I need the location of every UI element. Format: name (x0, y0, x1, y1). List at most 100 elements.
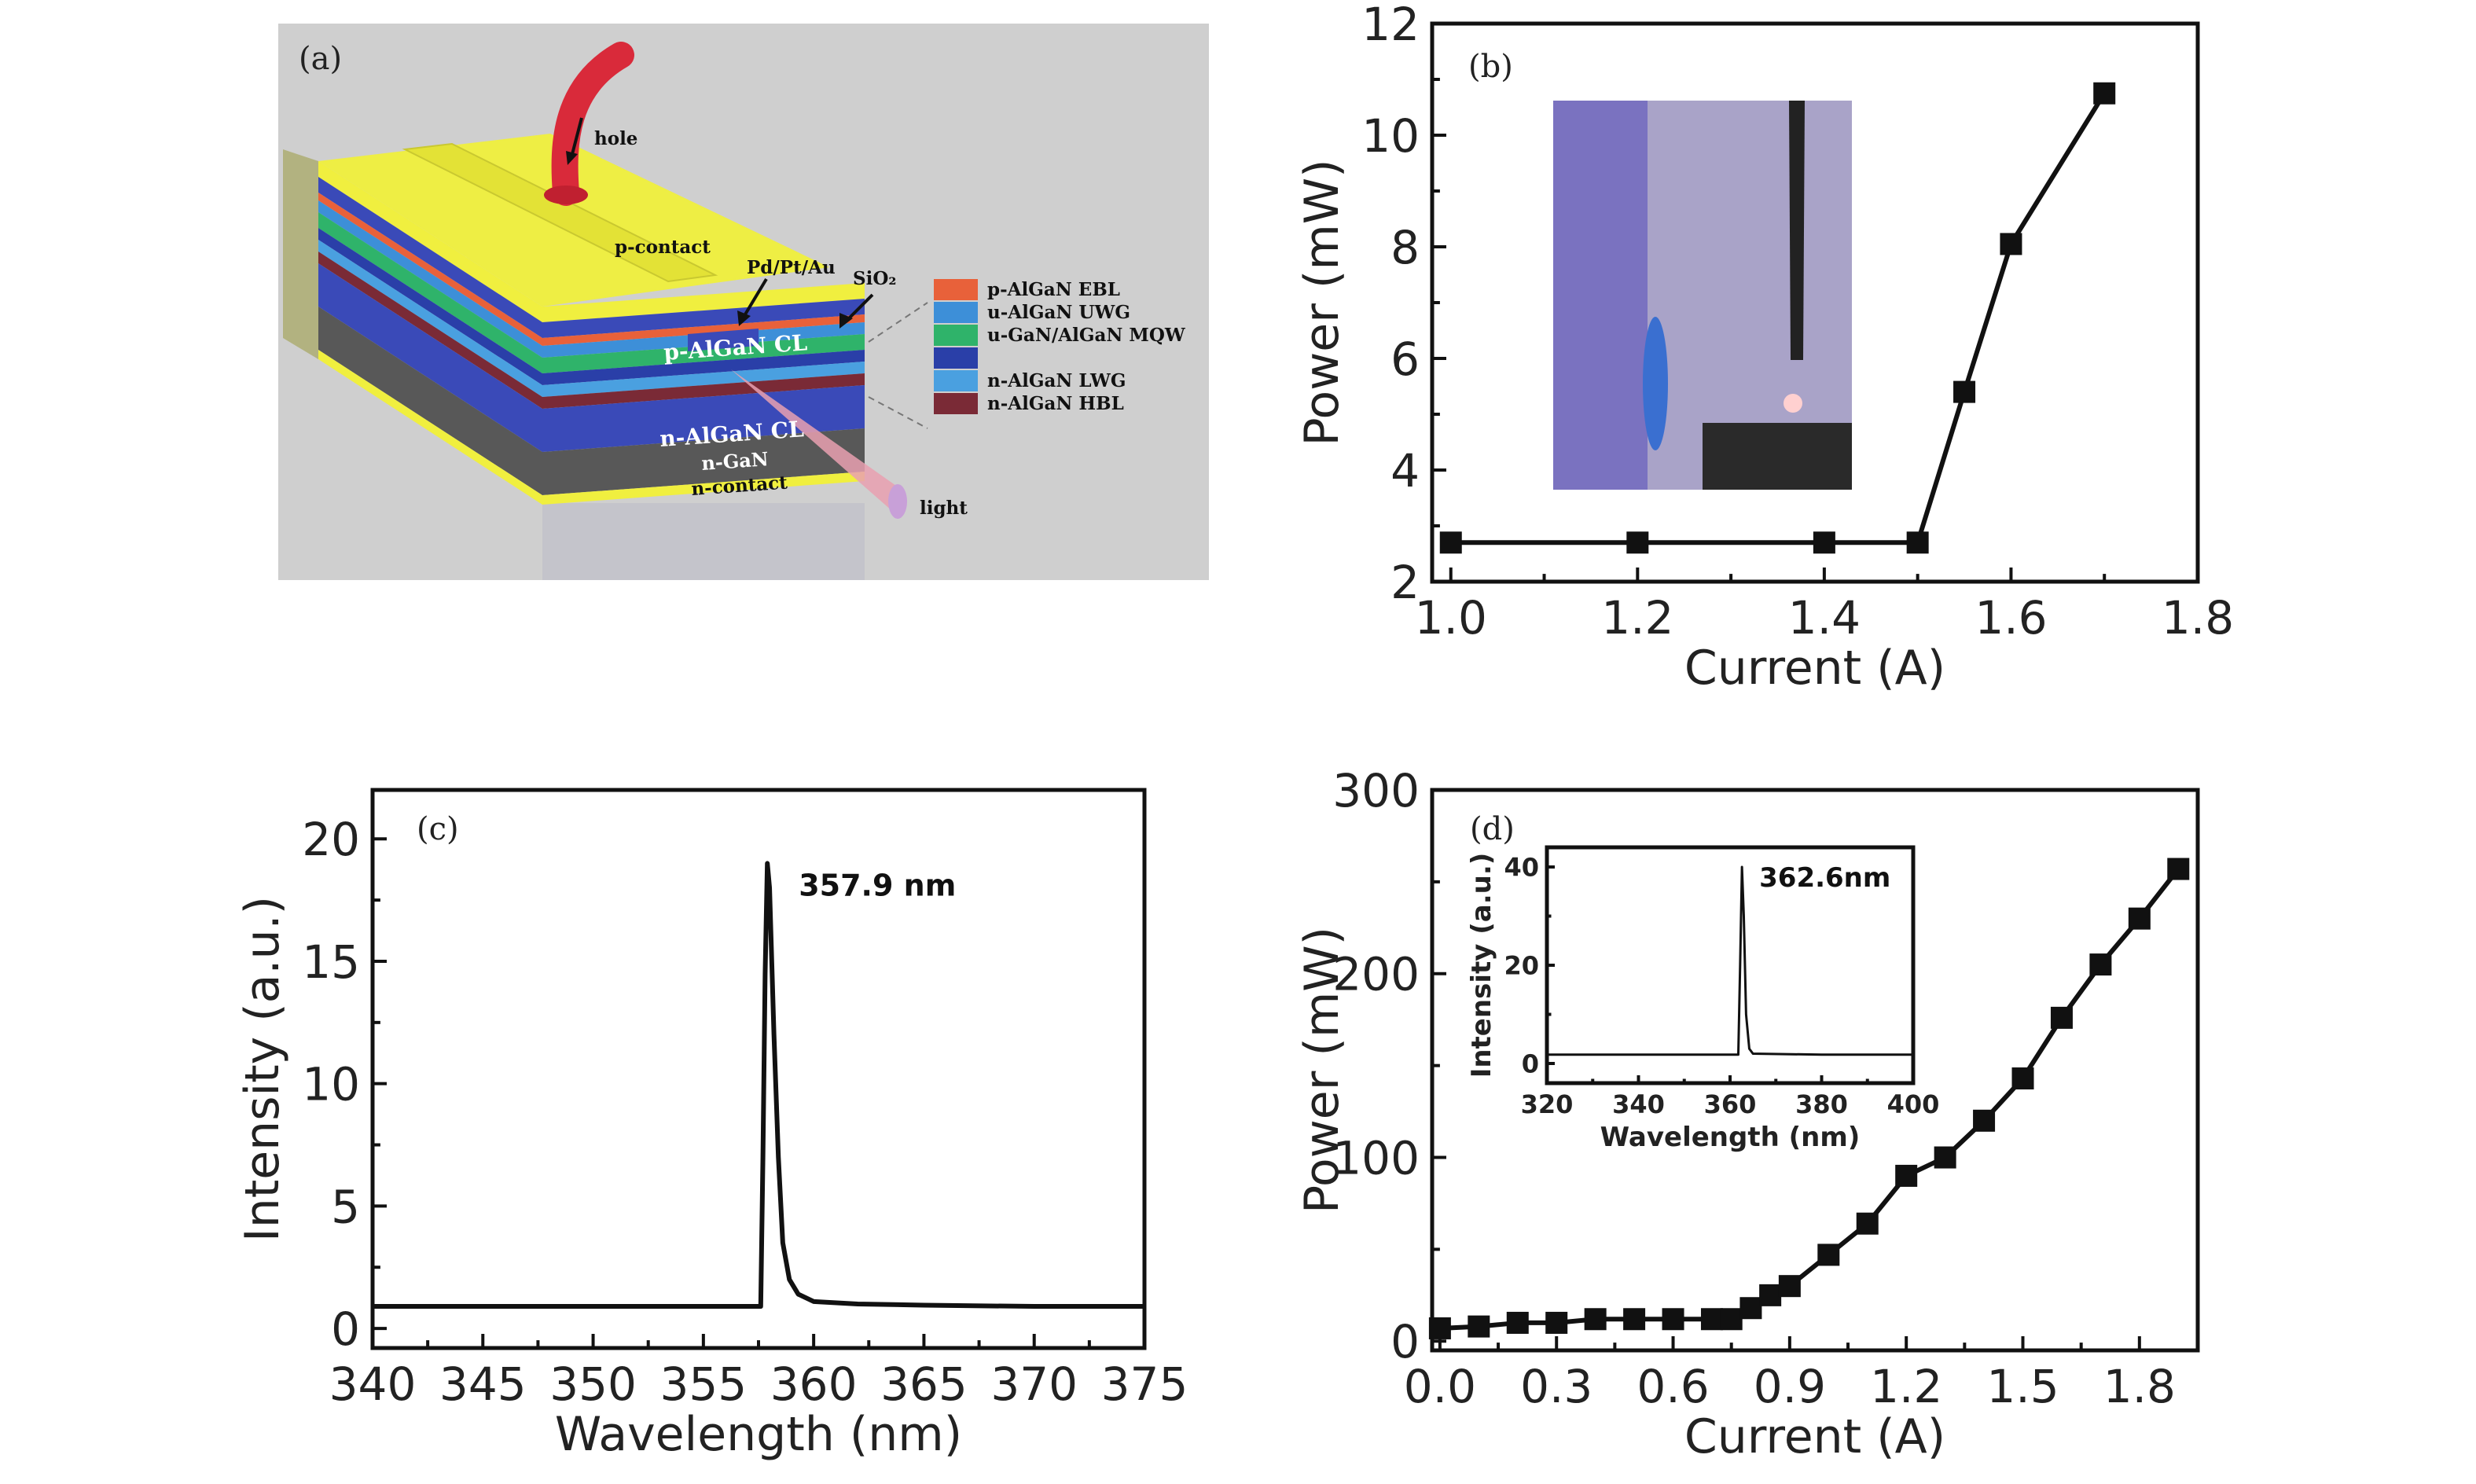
chart-c-plot-frame (370, 788, 1147, 1350)
chart-b-y-tick-label: 4 (1390, 444, 1420, 498)
chart-c-x-tick-label: 340 (329, 1357, 417, 1411)
inset-device-photo (1553, 101, 1852, 490)
light-spot (888, 484, 907, 519)
chart-d-x-tick-label: 0.3 (1520, 1360, 1593, 1413)
legend-swatch-5 (934, 393, 978, 414)
chart-d-x-tick-label: 0.9 (1754, 1360, 1826, 1413)
label-sio2: SiO₂ (853, 268, 896, 289)
hole-contact-pad (544, 186, 588, 204)
chart-d-inset-x-tick-label: 320 (1521, 1089, 1574, 1119)
chart-d-data-point (1545, 1311, 1568, 1334)
chart-c-peak-annotation: 357.9 nm (799, 869, 956, 903)
chart-c-x-tick-label: 355 (659, 1357, 747, 1411)
chart-d-data-point (1856, 1212, 1879, 1235)
chart-d-inset-x-axis-label: Wavelength (nm) (1600, 1122, 1861, 1153)
chart-d-inset-x-tick-label: 360 (1704, 1089, 1757, 1119)
chart-d-inset-x-tick-label: 380 (1795, 1089, 1848, 1119)
chart-b-x-tick-label: 1.2 (1601, 591, 1673, 645)
chart-d-x-axis-label: Current (A) (1684, 1409, 1945, 1464)
chart-b-data-point (1906, 531, 1929, 554)
chart-d-x-tick-label: 1.5 (1986, 1360, 2059, 1413)
chart-d-panel-label: (d) (1470, 811, 1515, 847)
chart-c-series-line (373, 861, 1144, 1310)
label-pd-pt-au: Pd/Pt/Au (747, 257, 836, 278)
chart-c-x-tick-label: 360 (770, 1357, 858, 1411)
label-p-contact: p-contact (615, 237, 711, 258)
chart-b-y-tick-label: 10 (1361, 109, 1420, 163)
chart-b-x-tick-label: 1.8 (2162, 591, 2234, 645)
chart-b-x-tick-label: 1.4 (1788, 591, 1861, 645)
legend-label-4: n-AlGaN LWG (987, 370, 1126, 391)
chart-d-inset-series-line (1547, 865, 1913, 1056)
chart-c-x-tick-label: 350 (549, 1357, 637, 1411)
chart-b-data-point (1953, 380, 1976, 403)
chart-d-data-point (1428, 1317, 1451, 1339)
chart-b-data-point (2093, 82, 2116, 105)
chart-c-y-axis-label: Intensity (a.u.) (235, 896, 290, 1242)
chart-d-data-point (1506, 1311, 1529, 1334)
chart-d-data-point (1759, 1284, 1782, 1306)
chart-c-panel-label: (c) (417, 811, 459, 847)
device-front-face (318, 161, 865, 505)
chart-d-data-point (1973, 1109, 1996, 1132)
ridge-step (688, 329, 759, 351)
legend-swatch-3 (934, 347, 978, 369)
chart-b-y-tick-label: 6 (1390, 332, 1420, 386)
hole-injection-arrow (551, 42, 634, 206)
chart-b-y-axis-label: Power (mW) (1295, 159, 1350, 446)
chart-d-inset-annotation: 362.6nm (1759, 862, 1890, 894)
chart-d-data-point (1623, 1308, 1646, 1331)
chart-d-inset-x-tick-label: 400 (1887, 1089, 1940, 1119)
chart-b-y-tick-label: 2 (1390, 556, 1420, 609)
chart-b-data-point (2000, 233, 2022, 255)
chart-d-data-point (2050, 1006, 2073, 1029)
light-beam (731, 369, 904, 511)
chart-d-data-point (2089, 953, 2112, 976)
chart-d-data-point (1934, 1146, 1956, 1169)
chart-d-data-point (2128, 907, 2151, 930)
legend-swatch-2 (934, 325, 978, 346)
label-light: light (920, 498, 968, 519)
chart-b-data-point (1439, 531, 1462, 554)
chart-d-y-tick-label: 300 (1332, 764, 1420, 817)
panel-a-label: (a) (299, 41, 342, 77)
chart-d-x-tick-label: 1.2 (1870, 1360, 1942, 1413)
device-shadow (542, 503, 865, 580)
legend-label-1: u-AlGaN UWG (987, 302, 1130, 323)
legend-label-2: u-GaN/AlGaN MQW (987, 325, 1186, 346)
chart-b-data-point (1813, 531, 1835, 554)
chart-d-data-point (1895, 1164, 1918, 1187)
chart-d-inset-y-tick-label: 40 (1504, 853, 1539, 883)
chart-c-y-tick-label: 20 (302, 813, 360, 866)
chart-c-emission-spectrum: 340 345 350 355 360 365 370 375 0 5 10 15 20 Waveleng… (235, 788, 1188, 1462)
chart-d-x-tick-label: 0.6 (1637, 1360, 1709, 1413)
chart-b-x-tick-label: 1.0 (1415, 591, 1487, 645)
label-hole: hole (594, 128, 637, 149)
chart-d-inset-y-axis-label: Intensity (a.u.) (1466, 853, 1497, 1078)
chart-d-plot-frame (1430, 788, 2200, 1353)
chart-c-x-tick-label: 365 (880, 1357, 968, 1411)
chart-d-data-point (1468, 1315, 1490, 1338)
legend-swatch-0 (934, 279, 978, 300)
chart-d-data-point (1662, 1308, 1684, 1331)
chart-d-inset-background (1547, 847, 1916, 1083)
legend-swatch-4 (934, 370, 978, 391)
chart-d-data-point (2011, 1067, 2034, 1090)
chart-d-data-point (1720, 1308, 1743, 1331)
chart-d-data-point (1817, 1243, 1840, 1266)
chart-b-y-tick-label: 8 (1390, 221, 1420, 274)
panel-a-schematic: (a) hole p-contact Pd/Pt/Au SiO₂ p-AlGaN… (278, 24, 1209, 580)
chart-d-inset-x-tick-label: 340 (1612, 1089, 1665, 1119)
hole-pointer (570, 117, 583, 158)
chart-b-y-tick-label: 12 (1361, 0, 1420, 51)
chart-c-y-tick-label: 15 (302, 935, 360, 989)
chart-d-inset-spectrum: 320 340 360 380 400 0 20 40 Wavelength (nm) Inten… (1466, 845, 1940, 1153)
chart-d-inset-y-tick-label: 20 (1504, 951, 1539, 981)
legend-label-5: n-AlGaN HBL (987, 393, 1124, 414)
chart-b-x-tick-label: 1.6 (1975, 591, 2047, 645)
chart-c-y-tick-label: 10 (302, 1058, 360, 1111)
legend-label-0: p-AlGaN EBL (987, 279, 1120, 300)
chart-c-x-tick-label: 345 (439, 1357, 527, 1411)
